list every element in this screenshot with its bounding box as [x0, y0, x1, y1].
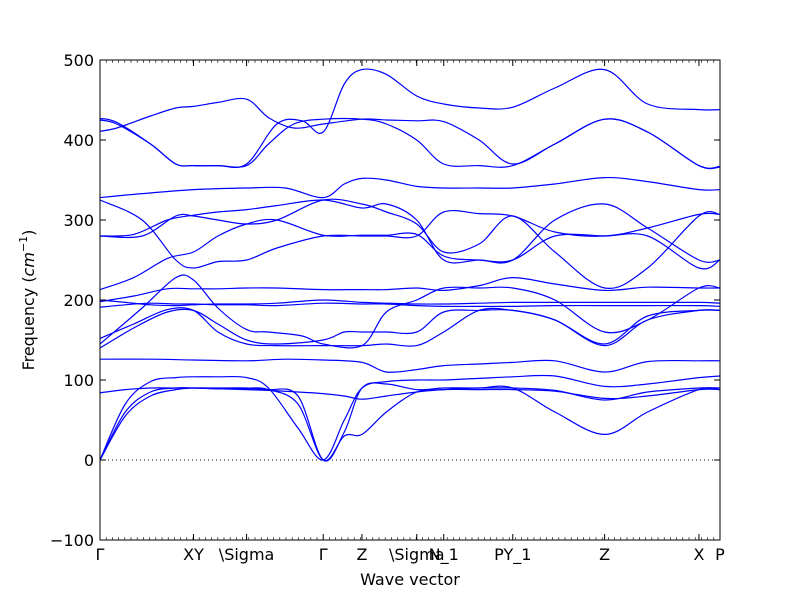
band-curves	[99, 68, 721, 462]
x-tick-label: Γ	[96, 545, 105, 564]
band-line-4	[99, 387, 721, 400]
y-axis-label-text: Frequency (	[19, 276, 38, 370]
band-line-11	[99, 276, 721, 303]
y-tick-label: 0	[84, 451, 94, 470]
x-tick-label: Z	[356, 545, 367, 564]
y-tick-label: 100	[63, 371, 94, 390]
x-tick-label: PY_1	[494, 545, 531, 565]
band-line-14	[99, 199, 721, 269]
y-tick-label: 400	[63, 131, 94, 150]
y-tick-label: 200	[63, 291, 94, 310]
y-axis-label-exponent: −1	[17, 236, 30, 252]
band-line-15	[99, 199, 721, 264]
band-line-9	[99, 299, 721, 307]
band-line-8	[99, 302, 721, 308]
x-tick-label: N_1	[429, 545, 459, 565]
band-line-18	[99, 97, 721, 169]
y-axis-ticks: −100 0 100 200 300 400 500	[50, 51, 720, 550]
x-tick-label: P	[715, 545, 725, 564]
y-tick-label: 500	[63, 51, 94, 70]
band-line-7	[99, 307, 721, 347]
y-tick-label: 300	[63, 211, 94, 230]
x-tick-label: \Sigma	[389, 545, 445, 564]
x-tick-label: XY	[183, 545, 204, 564]
y-axis-label-unit: cm	[19, 252, 38, 276]
band-line-16	[99, 176, 721, 199]
band-line-5	[99, 358, 721, 373]
band-line-3	[99, 374, 721, 461]
y-tick-label: −100	[50, 531, 94, 550]
x-axis-minor-ticks	[99, 60, 721, 540]
band-line-13	[99, 198, 721, 290]
band-line-10	[99, 274, 721, 349]
band-line-19	[99, 68, 721, 169]
y-axis-label: Frequency (cm−1)	[17, 230, 38, 371]
x-tick-label: \Sigma	[219, 545, 275, 564]
x-tick-label: Z	[599, 545, 610, 564]
plot-area	[100, 60, 720, 540]
y-axis-label-close: )	[19, 230, 38, 236]
x-axis-label: Wave vector	[360, 570, 460, 589]
x-tick-label: Γ	[319, 545, 328, 564]
x-tick-label: X	[693, 545, 704, 564]
